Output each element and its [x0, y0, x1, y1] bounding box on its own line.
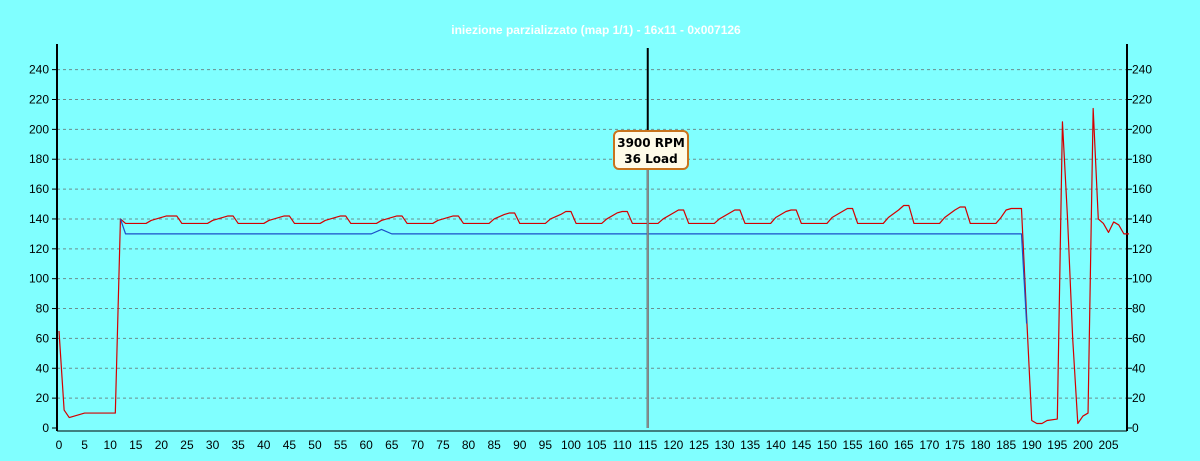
- x-tick-label: 105: [587, 438, 607, 452]
- y-tick-label-left: 20: [36, 391, 50, 405]
- x-tick-label: 45: [283, 438, 297, 452]
- y-tick-label-right: 220: [1132, 92, 1152, 106]
- y-tick-label-left: 0: [42, 421, 49, 435]
- y-tick-label-right: 240: [1132, 63, 1152, 77]
- tooltip-box: [613, 130, 689, 170]
- tooltip-rpm-label: 3900 RPM: [617, 136, 685, 150]
- x-tick-label: 65: [385, 438, 399, 452]
- x-tick-label: 180: [971, 438, 991, 452]
- y-tick-label-left: 80: [36, 302, 50, 316]
- grid-layer: [57, 69, 1127, 399]
- y-tick-label-right: 0: [1132, 421, 1139, 435]
- x-tick-label: 70: [411, 438, 425, 452]
- series-line: [58, 107, 1129, 425]
- y-tick-label-right: 160: [1132, 182, 1152, 196]
- x-tick-label: 200: [1073, 438, 1093, 452]
- x-tick-label: 185: [996, 438, 1016, 452]
- x-tick-label: 15: [129, 438, 143, 452]
- x-tick-label: 110: [613, 438, 632, 452]
- x-tick-label: 195: [1047, 438, 1067, 452]
- x-tick-label: 50: [308, 438, 322, 452]
- x-tick-label: 205: [1099, 438, 1119, 452]
- y-tick-label-left: 200: [29, 122, 49, 136]
- x-tick-label: 165: [894, 438, 914, 452]
- x-tick-label: 115: [638, 438, 657, 452]
- x-tick-label: 95: [539, 438, 553, 452]
- x-tick-label: 60: [359, 438, 373, 452]
- x-tick-label: 150: [817, 438, 837, 452]
- y-tick-label-left: 180: [29, 152, 49, 166]
- y-tick-label-left: 60: [36, 331, 50, 345]
- x-tick-label: 25: [180, 438, 194, 452]
- y-tick-label-left: 40: [36, 361, 50, 375]
- y-tick-label-left: 240: [29, 63, 49, 77]
- tooltip-load-label: 36 Load: [624, 152, 677, 166]
- x-tick-label: 55: [334, 438, 348, 452]
- x-tick-label: 5: [81, 438, 88, 452]
- x-tick-label: 140: [766, 438, 786, 452]
- x-tick-label: 85: [487, 438, 501, 452]
- y-tick-label-left: 160: [29, 182, 49, 196]
- x-tick-label: 75: [436, 438, 450, 452]
- x-tick-label: 155: [843, 438, 863, 452]
- x-tick-label: 100: [561, 438, 581, 452]
- y-tick-label-right: 180: [1132, 152, 1152, 166]
- x-tick-label: 130: [715, 438, 735, 452]
- x-tick-label: 40: [257, 438, 271, 452]
- x-tick-label: 175: [945, 438, 965, 452]
- y-tick-label-right: 120: [1132, 242, 1152, 256]
- series-line: [119, 218, 1028, 324]
- series-layer: [58, 107, 1129, 425]
- y-tick-label-left: 220: [29, 92, 49, 106]
- x-tick-label: 120: [663, 438, 683, 452]
- x-tick-label: 160: [868, 438, 888, 452]
- x-tick-label: 0: [56, 438, 63, 452]
- y-tick-label-right: 140: [1132, 212, 1152, 226]
- y-tick-label-left: 100: [29, 272, 49, 286]
- cursor-tooltip: 3900 RPM 36 Load: [613, 130, 689, 170]
- x-tick-label: 90: [513, 438, 527, 452]
- y-tick-label-right: 20: [1132, 391, 1146, 405]
- y-tick-label-right: 200: [1132, 122, 1152, 136]
- x-tick-label: 135: [740, 438, 760, 452]
- y-tick-label-right: 40: [1132, 361, 1146, 375]
- x-tick-label: 20: [155, 438, 169, 452]
- x-tick-label: 10: [104, 438, 118, 452]
- y-tick-label-right: 100: [1132, 272, 1152, 286]
- x-tick-label: 145: [791, 438, 811, 452]
- x-tick-label: 170: [919, 438, 939, 452]
- y-tick-label-right: 60: [1132, 331, 1146, 345]
- x-tick-label: 190: [1022, 438, 1042, 452]
- chart-title: iniezione parzializzato (map 1/1) - 16x1…: [451, 23, 741, 37]
- y-tick-label-right: 80: [1132, 302, 1146, 316]
- y-tick-label-left: 140: [29, 212, 49, 226]
- x-tick-label: 80: [462, 438, 476, 452]
- x-tick-label: 30: [206, 438, 220, 452]
- x-tick-label: 35: [232, 438, 246, 452]
- y-tick-label-left: 120: [29, 242, 49, 256]
- x-tick-label: 125: [689, 438, 709, 452]
